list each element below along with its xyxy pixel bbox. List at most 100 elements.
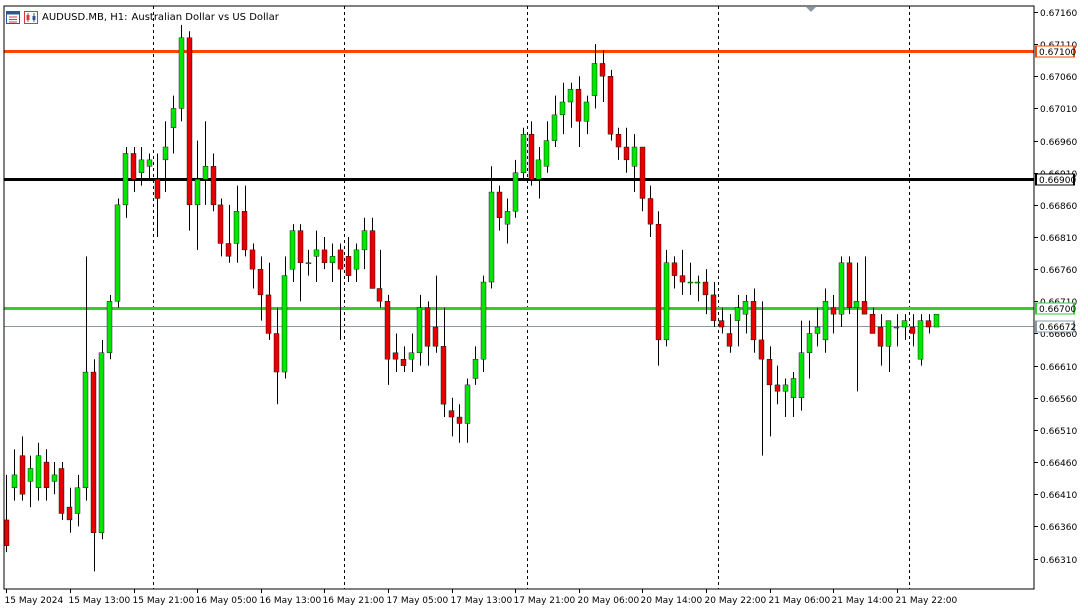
candle-body-113 bbox=[901, 320, 908, 328]
plot-border bbox=[3, 5, 1035, 590]
candle-body-95 bbox=[758, 339, 765, 360]
candle-body-99 bbox=[790, 378, 797, 398]
candle-55 bbox=[440, 307, 447, 418]
candle-body-76 bbox=[607, 76, 614, 135]
level-tag-inner-bid bbox=[1037, 321, 1073, 332]
candle-72 bbox=[575, 76, 582, 148]
candle-37 bbox=[297, 224, 304, 302]
candle-body-71 bbox=[567, 88, 574, 103]
candle-24 bbox=[194, 140, 201, 250]
candle-111 bbox=[885, 320, 892, 373]
x-tick-label-8: 17 May 21:00 bbox=[514, 596, 576, 606]
candle-35 bbox=[281, 256, 288, 379]
candle-body-78 bbox=[623, 146, 630, 161]
candle-91 bbox=[726, 314, 733, 353]
candle-54 bbox=[432, 275, 439, 353]
x-tick-label-5: 16 May 21:00 bbox=[323, 596, 385, 606]
candle-body-66 bbox=[528, 133, 535, 180]
candle-96 bbox=[766, 346, 773, 437]
candle-body-3 bbox=[27, 468, 34, 482]
candle-13 bbox=[106, 294, 113, 360]
symbol-window-icon[interactable] bbox=[6, 10, 20, 24]
symbol-label: AUDUSD.MB, H1: bbox=[42, 11, 128, 23]
candle-84 bbox=[671, 256, 678, 289]
candle-81 bbox=[647, 185, 654, 238]
candle-body-72 bbox=[575, 88, 582, 122]
candle-32 bbox=[257, 256, 264, 321]
time-separators bbox=[153, 6, 910, 589]
candle-body-67 bbox=[535, 159, 542, 180]
candle-52 bbox=[416, 294, 423, 366]
candle-10 bbox=[82, 256, 89, 501]
candle-body-56 bbox=[448, 410, 455, 418]
chart-properties-icon[interactable] bbox=[24, 10, 38, 24]
candle-76 bbox=[607, 69, 614, 141]
candle-body-59 bbox=[472, 358, 479, 379]
candle-body-61 bbox=[488, 191, 495, 283]
candle-body-86 bbox=[687, 281, 694, 284]
y-tick-label-15: 0.66410 bbox=[1040, 491, 1077, 501]
candle-83 bbox=[663, 249, 670, 347]
candle-body-40 bbox=[321, 249, 328, 263]
candle-body-31 bbox=[249, 249, 256, 270]
candle-body-73 bbox=[583, 101, 590, 122]
candle-39 bbox=[313, 230, 320, 283]
candle-30 bbox=[241, 185, 248, 257]
candle-body-38 bbox=[305, 262, 312, 264]
candle-59 bbox=[472, 346, 479, 385]
candle-body-110 bbox=[877, 326, 884, 347]
candle-105 bbox=[838, 256, 845, 328]
candle-body-16 bbox=[130, 153, 137, 180]
candle-body-90 bbox=[718, 320, 725, 328]
scroll-marker-icon[interactable] bbox=[806, 7, 816, 12]
candle-body-84 bbox=[671, 262, 678, 276]
candle-body-65 bbox=[520, 133, 527, 173]
candle-body-102 bbox=[814, 326, 821, 334]
candle-body-85 bbox=[679, 275, 686, 283]
candle-body-62 bbox=[496, 191, 503, 218]
candle-77 bbox=[615, 127, 622, 160]
candle-16 bbox=[130, 147, 137, 193]
candle-56 bbox=[448, 397, 455, 437]
candle-body-98 bbox=[782, 384, 789, 392]
candle-body-35 bbox=[281, 275, 288, 373]
candle-36 bbox=[289, 224, 296, 283]
candle-6 bbox=[51, 462, 58, 495]
x-tick-label-2: 15 May 21:00 bbox=[133, 596, 195, 606]
x-tick-label-10: 20 May 14:00 bbox=[641, 596, 703, 606]
candle-body-101 bbox=[806, 333, 813, 353]
candle-body-37 bbox=[297, 230, 304, 263]
candle-body-92 bbox=[734, 307, 741, 321]
x-tick-label-9: 20 May 06:00 bbox=[578, 596, 640, 606]
y-tick-label-17: 0.66310 bbox=[1040, 556, 1077, 566]
candle-103 bbox=[822, 288, 829, 353]
chart-title: AUDUSD.MB, H1: Australian Dollar vs US D… bbox=[6, 9, 279, 25]
candle-body-103 bbox=[822, 301, 829, 341]
candle-79 bbox=[631, 134, 638, 193]
candle-62 bbox=[496, 185, 503, 231]
candle-117 bbox=[933, 313, 940, 328]
candle-body-97 bbox=[774, 384, 781, 392]
candle-body-88 bbox=[702, 281, 709, 296]
candle-88 bbox=[702, 269, 709, 315]
time-axis[interactable]: 15 May 2024 15 May 13:00 15 May 21:00 16 Ma… bbox=[5, 589, 958, 606]
candle-body-21 bbox=[170, 108, 177, 128]
candle-7 bbox=[58, 462, 65, 520]
price-axis[interactable]: 0.671600.671100.670600.670100.669600.669… bbox=[1034, 9, 1077, 566]
candle-body-108 bbox=[861, 301, 868, 315]
candle-body-74 bbox=[591, 63, 598, 96]
candle-0 bbox=[3, 474, 10, 553]
candle-116 bbox=[925, 314, 932, 334]
candle-body-105 bbox=[838, 262, 845, 315]
candle-body-39 bbox=[313, 249, 320, 257]
candle-body-87 bbox=[694, 281, 701, 284]
candle-8 bbox=[66, 487, 73, 533]
candle-body-26 bbox=[210, 166, 217, 206]
candle-98 bbox=[782, 378, 789, 418]
candle-body-4 bbox=[35, 455, 42, 488]
candle-body-13 bbox=[106, 301, 113, 353]
candle-58 bbox=[464, 378, 471, 443]
candle-body-24 bbox=[194, 178, 201, 206]
candle-body-93 bbox=[742, 301, 749, 315]
